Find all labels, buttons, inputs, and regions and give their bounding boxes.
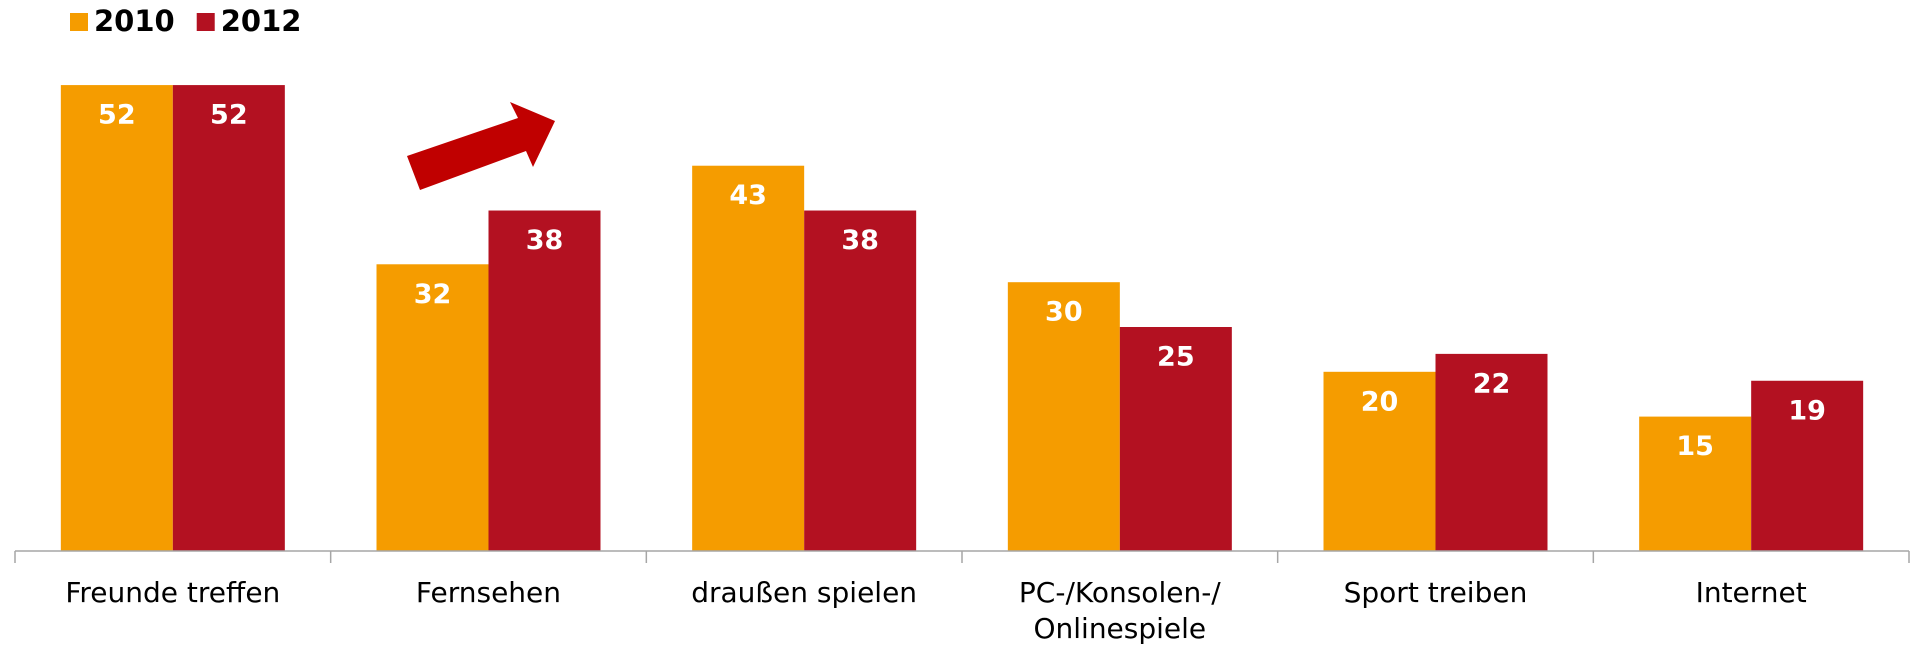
- legend-label: 2012: [221, 4, 302, 38]
- bar: [1007, 282, 1120, 551]
- bar: [1435, 353, 1548, 551]
- value-label: 43: [729, 180, 767, 211]
- value-label: 25: [1157, 342, 1195, 373]
- bar: [376, 264, 489, 551]
- x-tick-label: Internet: [1695, 576, 1807, 609]
- value-label: 52: [210, 100, 248, 131]
- bar: [488, 210, 601, 551]
- value-label: 38: [841, 225, 879, 256]
- value-label: 30: [1045, 297, 1083, 328]
- bar: [1323, 371, 1436, 551]
- value-label: 38: [526, 225, 564, 256]
- value-label: 52: [98, 100, 136, 131]
- value-label: 20: [1361, 386, 1399, 417]
- legend-swatch: [196, 13, 215, 31]
- bar: [60, 85, 173, 551]
- bar: [1751, 380, 1864, 551]
- legend-swatch: [70, 13, 88, 31]
- value-label: 15: [1676, 431, 1714, 462]
- bar: [172, 85, 285, 551]
- value-label: 19: [1788, 395, 1826, 426]
- bar: [1639, 416, 1752, 551]
- bar: [1119, 327, 1232, 551]
- value-label: 32: [414, 279, 452, 310]
- x-tick-label: Freunde treffen: [65, 576, 281, 609]
- x-tick-label: Fernsehen: [415, 576, 562, 609]
- bar: [804, 210, 917, 551]
- trend-arrow: [407, 102, 555, 190]
- bar: [692, 165, 805, 551]
- x-tick-label: draußen spielen: [691, 576, 918, 609]
- x-tick-label: PC-/Konsolen-/ Onlinespiele: [1018, 576, 1221, 645]
- legend-label: 2010: [94, 4, 175, 38]
- x-tick-label: Sport treiben: [1343, 576, 1528, 609]
- value-label: 22: [1473, 368, 1511, 399]
